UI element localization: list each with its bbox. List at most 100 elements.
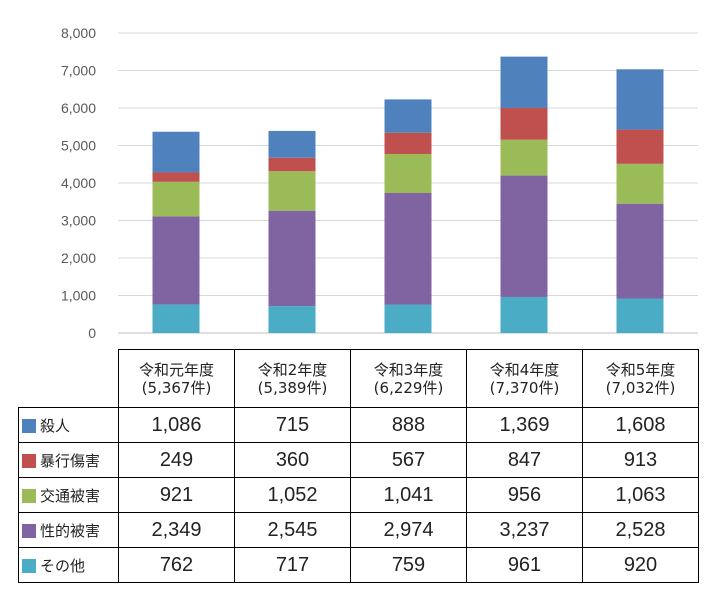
category-header: 令和3年度 (6,229件) xyxy=(350,349,467,408)
bar-segment xyxy=(152,172,200,182)
category-header: 令和4年度 (7,370件) xyxy=(466,349,583,408)
bar-segment xyxy=(500,139,548,176)
bar-segment xyxy=(616,203,664,299)
bar-segment xyxy=(500,296,548,333)
bar-segment xyxy=(268,130,316,158)
bar-segment xyxy=(616,129,664,164)
data-label: 762 xyxy=(118,547,235,583)
y-tick-label: 7,000 xyxy=(61,63,96,79)
data-label: 249 xyxy=(118,442,235,478)
table-row: 暴行傷害 249 360 567 847 913 xyxy=(18,442,699,478)
legend-swatch xyxy=(22,418,36,433)
category-label: 令和4年度 xyxy=(489,360,560,379)
bar-segment xyxy=(152,181,200,217)
data-label: 961 xyxy=(466,547,583,583)
bars xyxy=(152,56,664,333)
data-label: 847 xyxy=(466,442,583,478)
bar-segment xyxy=(616,69,664,130)
legend-entry: 殺人 xyxy=(18,407,119,443)
bar-segment xyxy=(152,131,200,173)
series-name: 殺人 xyxy=(40,417,71,435)
data-label: 956 xyxy=(466,477,583,513)
bar-segment xyxy=(384,153,432,194)
data-label: 715 xyxy=(234,407,351,443)
bar-segment xyxy=(500,107,548,140)
data-label: 1,052 xyxy=(234,477,351,513)
bar-segment xyxy=(268,306,316,333)
category-count: (7,370件) xyxy=(489,378,560,397)
bar-segment xyxy=(384,193,432,305)
stacked-bar-chart: 0 1,000 2,000 3,000 4,000 5,000 6,000 7,000 8,00… xyxy=(61,25,698,341)
bar-segment xyxy=(152,304,200,333)
series-name: 性的被害 xyxy=(40,522,101,540)
data-label: 360 xyxy=(234,442,351,478)
bar-segment xyxy=(500,56,548,108)
bar-segment xyxy=(616,298,664,333)
bar-segment xyxy=(268,157,316,172)
legend-swatch xyxy=(22,453,36,468)
data-label: 888 xyxy=(350,407,467,443)
category-label: 令和5年度 xyxy=(605,360,676,379)
data-label: 567 xyxy=(350,442,467,478)
y-tick-label: 4,000 xyxy=(61,175,96,191)
table-corner xyxy=(18,349,119,408)
y-tick-label: 8,000 xyxy=(61,25,96,41)
data-table: 令和元年度 (5,367件) 令和2年度 (5,389件) 令和3年度 (6,229件) 令… xyxy=(18,349,699,583)
data-label: 920 xyxy=(582,547,699,583)
table-header-row: 令和元年度 (5,367件) 令和2年度 (5,389件) 令和3年度 (6,229件) 令… xyxy=(18,349,699,408)
y-tick-label: 6,000 xyxy=(61,100,96,116)
series-name: 暴行傷害 xyxy=(40,452,101,470)
data-label: 2,545 xyxy=(234,512,351,548)
table-row: 殺人 1,086 715 888 1,369 1,608 xyxy=(18,407,699,443)
category-count: (7,032件) xyxy=(605,378,676,397)
data-label: 913 xyxy=(582,442,699,478)
category-label: 令和3年度 xyxy=(373,360,444,379)
bar-segment xyxy=(384,132,432,154)
data-label: 921 xyxy=(118,477,235,513)
category-count: (5,367件) xyxy=(141,378,212,397)
data-label: 1,086 xyxy=(118,407,235,443)
y-tick-label: 5,000 xyxy=(61,138,96,154)
data-label: 2,528 xyxy=(582,512,699,548)
category-header: 令和元年度 (5,367件) xyxy=(118,349,235,408)
legend-swatch xyxy=(22,558,36,573)
legend-entry: 性的被害 xyxy=(18,512,119,548)
legend-swatch xyxy=(22,523,36,538)
category-header: 令和5年度 (7,032件) xyxy=(582,349,699,408)
data-label: 1,369 xyxy=(466,407,583,443)
y-tick-label: 1,000 xyxy=(61,288,96,304)
legend-swatch xyxy=(22,488,36,503)
table-row: 性的被害 2,349 2,545 2,974 3,237 2,528 xyxy=(18,512,699,548)
bar-segment xyxy=(268,171,316,211)
y-tick-label: 3,000 xyxy=(61,213,96,229)
y-axis-ticks: 0 1,000 2,000 3,000 4,000 5,000 6,000 7,000 8,00… xyxy=(61,25,96,341)
table-body: 殺人 1,086 715 888 1,369 1,608 暴行傷害 249 360 567 847 9… xyxy=(18,407,699,583)
bar-segment xyxy=(384,99,432,133)
table-row: 交通被害 921 1,052 1,041 956 1,063 xyxy=(18,477,699,513)
category-count: (6,229件) xyxy=(373,378,444,397)
data-label: 2,974 xyxy=(350,512,467,548)
data-label: 1,041 xyxy=(350,477,467,513)
data-label: 2,349 xyxy=(118,512,235,548)
data-label: 1,063 xyxy=(582,477,699,513)
category-label: 令和2年度 xyxy=(257,360,328,379)
legend-entry: 交通被害 xyxy=(18,477,119,513)
bar-segment xyxy=(268,210,316,307)
y-tick-label: 0 xyxy=(88,325,96,341)
category-count: (5,389件) xyxy=(257,378,328,397)
data-label: 3,237 xyxy=(466,512,583,548)
data-label: 1,608 xyxy=(582,407,699,443)
data-label: 759 xyxy=(350,547,467,583)
table-row: その他 762 717 759 961 920 xyxy=(18,547,699,583)
legend-entry: 暴行傷害 xyxy=(18,442,119,478)
bar-segment xyxy=(500,175,548,297)
series-name: 交通被害 xyxy=(40,487,101,505)
legend-entry: その他 xyxy=(18,547,119,583)
y-tick-label: 2,000 xyxy=(61,250,96,266)
category-label: 令和元年度 xyxy=(138,360,214,379)
series-name: その他 xyxy=(40,557,86,575)
category-header: 令和2年度 (5,389件) xyxy=(234,349,351,408)
data-label: 717 xyxy=(234,547,351,583)
bar-segment xyxy=(616,163,664,204)
bar-segment xyxy=(384,304,432,333)
